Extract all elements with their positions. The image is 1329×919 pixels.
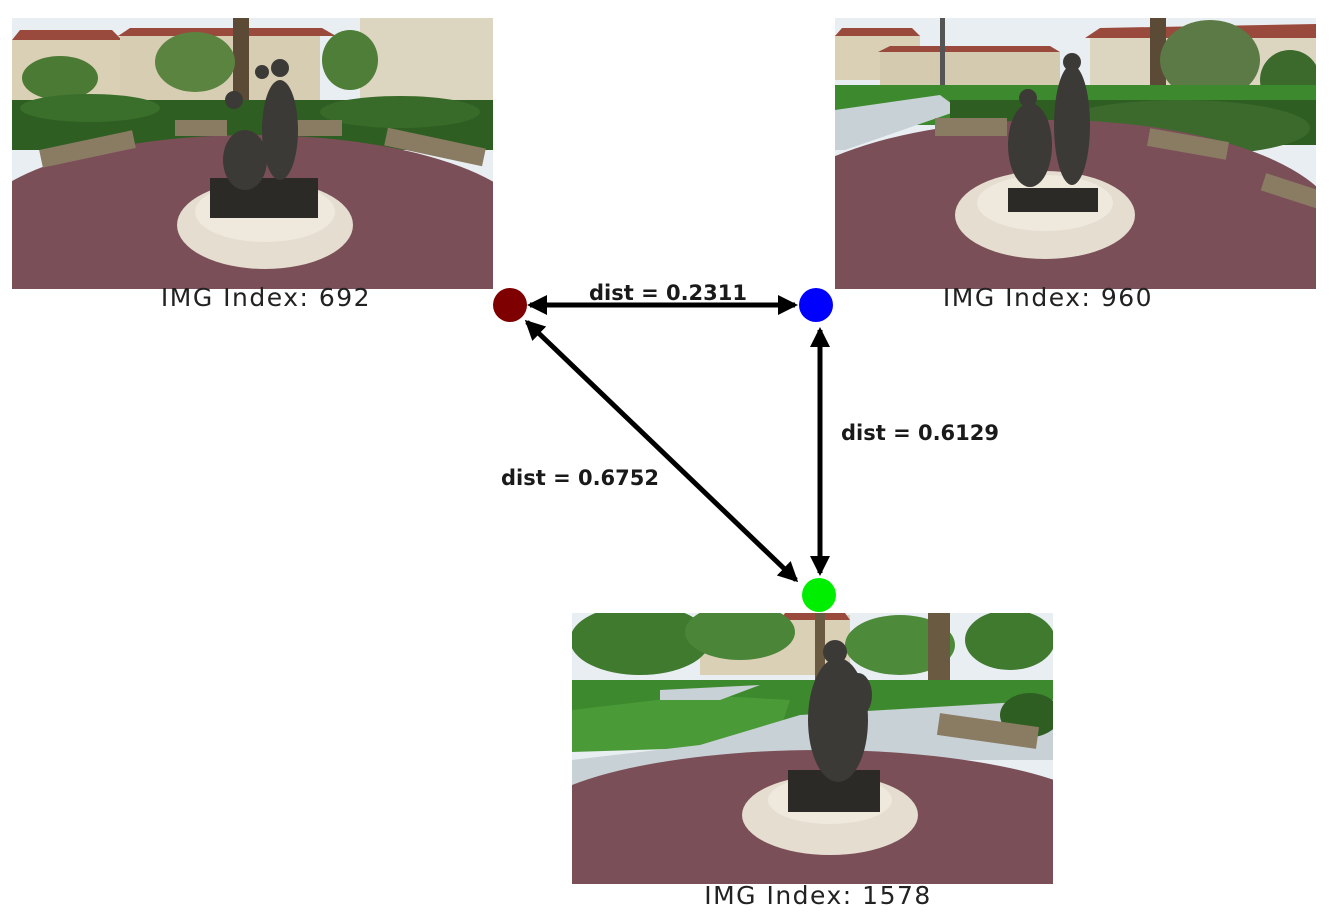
photo-img-1578	[572, 613, 1053, 884]
node-img-960	[799, 288, 833, 322]
node-img-1578	[802, 578, 836, 612]
caption-img-1578: IMG Index: 1578	[704, 881, 932, 910]
photo-img-692	[12, 18, 493, 289]
edge-692-1578-arrow	[524, 319, 799, 583]
caption-img-960: IMG Index: 960	[943, 283, 1153, 312]
caption-img-692: IMG Index: 692	[161, 283, 371, 312]
node-img-692	[493, 288, 527, 322]
distance-label-692-960: dist = 0.2311	[589, 281, 747, 305]
distance-label-960-1578: dist = 0.6129	[841, 421, 999, 445]
photo-img-960	[835, 18, 1316, 289]
distance-label-692-1578: dist = 0.6752	[501, 466, 659, 490]
